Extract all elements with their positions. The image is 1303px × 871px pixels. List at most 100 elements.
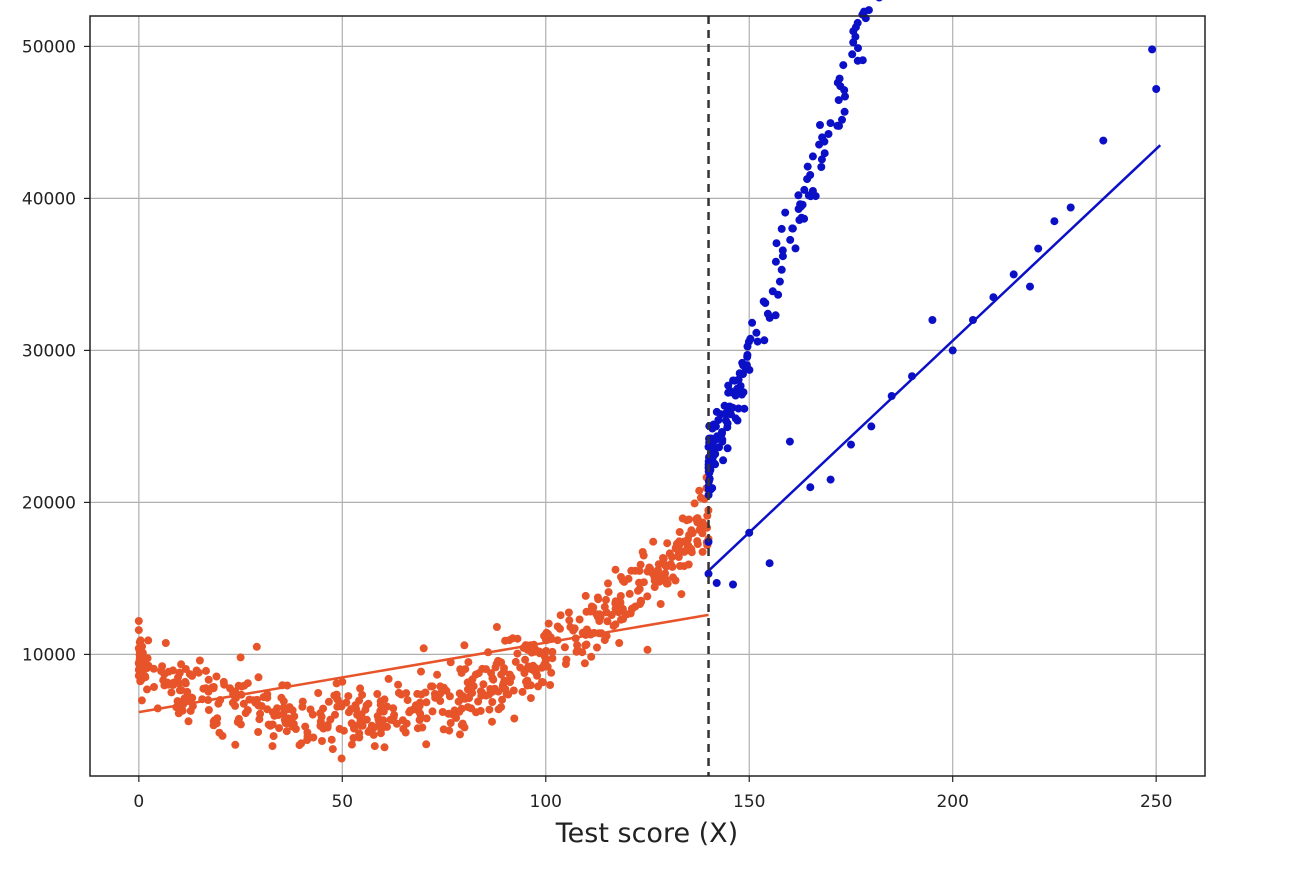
scatter-point	[254, 673, 263, 682]
scatter-point	[1050, 217, 1059, 226]
scatter-point	[774, 290, 783, 299]
scatter-point	[698, 547, 707, 556]
scatter-point	[712, 579, 721, 587]
scatter-point	[150, 683, 158, 691]
scatter-point	[723, 444, 732, 453]
scatter-point	[269, 732, 278, 741]
scatter-point	[384, 674, 393, 683]
scatter-point	[1034, 244, 1043, 253]
scatter-point	[666, 560, 675, 569]
scatter-point	[445, 692, 454, 701]
scatter-point	[661, 575, 670, 584]
scatter-point	[565, 616, 574, 625]
scatter-point	[796, 200, 805, 209]
scatter-point	[458, 719, 467, 728]
scatter-point	[729, 580, 737, 589]
scatter-point	[734, 404, 743, 413]
scatter-point	[777, 265, 786, 274]
scatter-point	[254, 728, 263, 736]
scatter-point	[252, 642, 261, 651]
scatter-point	[280, 715, 289, 724]
scatter-point	[308, 710, 317, 719]
scatter-point	[546, 681, 555, 689]
scatter-point	[772, 239, 781, 248]
scatter-point	[231, 740, 240, 749]
scatter-point	[781, 208, 790, 217]
scatter-point	[838, 115, 846, 124]
x-tick-label: 150	[733, 792, 765, 812]
scatter-point	[337, 754, 346, 763]
scatter-point	[820, 149, 829, 158]
scatter-point	[677, 590, 686, 599]
scatter-point	[684, 560, 693, 569]
scatter-point	[777, 224, 786, 233]
scatter-point	[765, 559, 774, 568]
scatter-point	[548, 654, 557, 663]
scatter-point	[840, 86, 849, 95]
scatter-point	[726, 410, 735, 419]
scatter-point	[569, 626, 578, 635]
tick-labels: 0 50 100 150 200 250 10000 20000 30000 40000 50000	[22, 37, 1172, 812]
scatter-point	[379, 723, 387, 732]
scatter-point	[602, 595, 610, 604]
scatter-point	[615, 639, 624, 647]
scatter-point	[740, 404, 749, 413]
scatter-point	[726, 387, 735, 396]
fit-line-right	[707, 144, 1162, 572]
scatter-point	[834, 96, 843, 105]
scatter-point	[553, 622, 562, 631]
scatter-point	[251, 698, 260, 707]
scatter-point	[186, 706, 195, 715]
scatter-point	[356, 714, 365, 723]
scatter-point	[788, 224, 797, 233]
scatter-point	[501, 636, 510, 645]
scatter-point	[279, 703, 288, 712]
scatter-point	[516, 663, 525, 672]
scatter-point	[518, 687, 527, 696]
scatter-point	[543, 662, 552, 671]
grid-lines	[90, 16, 1205, 776]
scatter-point	[298, 702, 307, 711]
scatter-point	[394, 680, 403, 689]
scatter-point	[607, 611, 616, 619]
scatter-point	[263, 693, 272, 702]
scatter-point	[450, 706, 459, 715]
scatter-point	[380, 695, 389, 704]
scatter-point	[616, 592, 625, 600]
scatter-point	[344, 708, 353, 717]
scatter-point	[380, 743, 389, 752]
scatter-point	[649, 537, 658, 546]
scatter-point	[136, 636, 145, 645]
scatter-point	[635, 585, 644, 593]
scatter-point	[161, 639, 170, 647]
scatter-point	[603, 617, 612, 626]
scatter-point	[358, 721, 367, 730]
scatter-point	[587, 652, 596, 661]
scatter-point	[457, 704, 466, 713]
scatter-point	[143, 685, 151, 694]
scatter-point	[775, 277, 784, 286]
scatter-point	[851, 32, 860, 41]
scatter-point	[748, 318, 757, 327]
scatter-point	[654, 566, 662, 575]
scatter-point	[316, 721, 325, 730]
scatter-point	[452, 713, 461, 722]
scatter-point	[335, 724, 344, 733]
scatter-point	[876, 0, 883, 2]
scatter-point	[786, 235, 795, 244]
scatter-point	[373, 690, 382, 698]
scatter-point	[803, 162, 812, 171]
scatter-point	[419, 644, 428, 653]
scatter-point	[143, 654, 152, 663]
scatter-point	[854, 44, 862, 53]
scatter-point	[202, 666, 210, 675]
scatter-point	[771, 311, 780, 320]
scatter-point	[622, 610, 631, 619]
y-tick-label: 10000	[22, 645, 76, 665]
scatter-point	[477, 688, 486, 697]
x-axis-label: Test score (X)	[555, 818, 738, 849]
series-left-points	[134, 473, 713, 763]
scatter-point	[479, 680, 488, 689]
scatter-point	[602, 632, 611, 640]
y-tick-label: 30000	[22, 341, 76, 361]
